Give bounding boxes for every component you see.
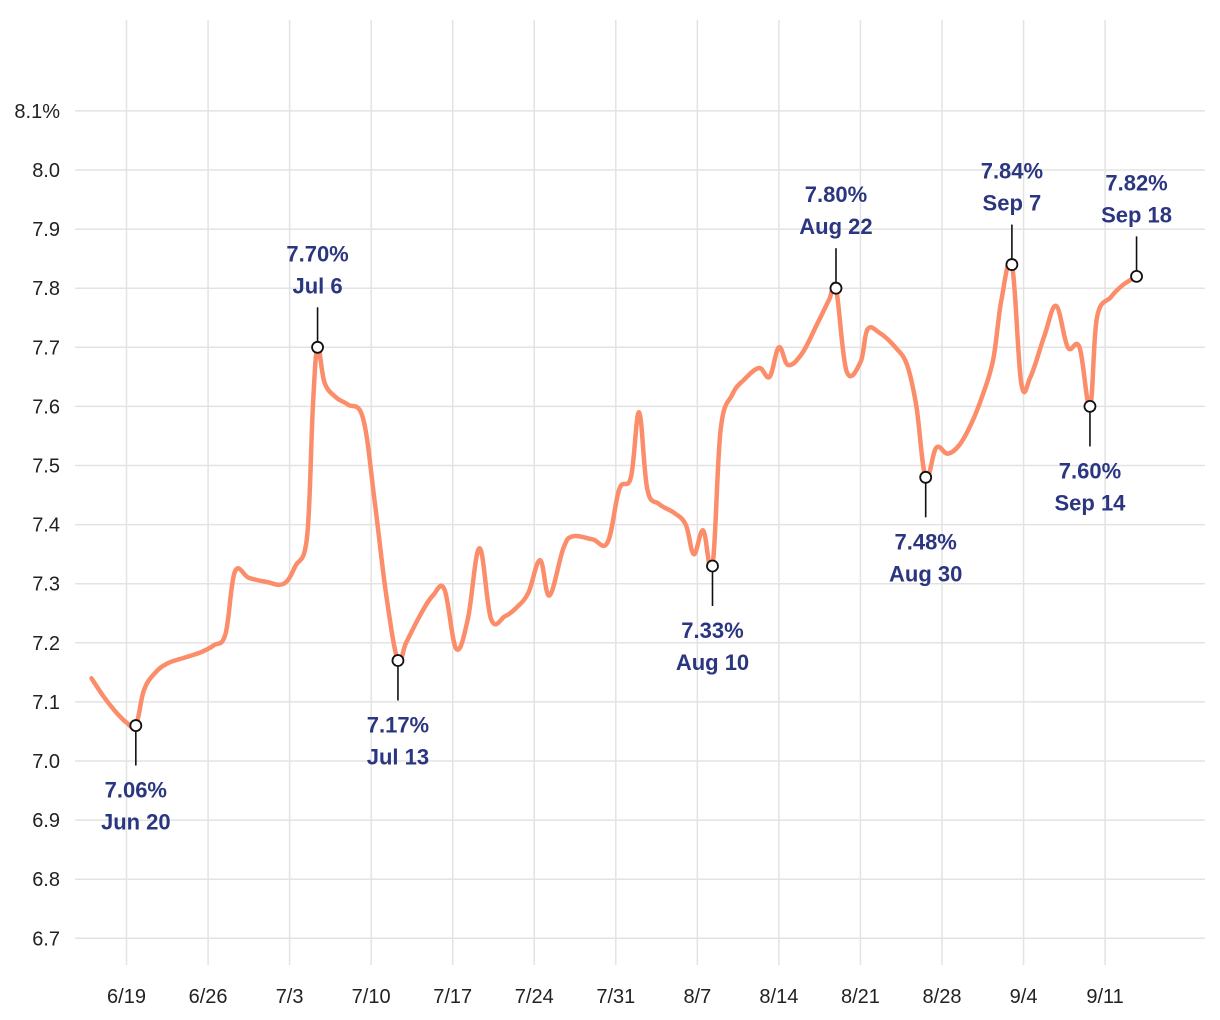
x-tick-label: 7/24: [515, 986, 554, 1008]
annotation-value: 7.84%: [981, 159, 1043, 184]
x-tick-label: 8/21: [841, 986, 880, 1008]
y-tick-label: 7.1: [32, 692, 60, 714]
annotation-marker: [1130, 269, 1143, 283]
annotation-marker: [311, 340, 324, 354]
y-axis-ticks: 8.1% 8.0 7.9 7.8 7.7 7.6 7.5 7.4 7.3 7.2 7.1 7.0 6.9…: [14, 101, 60, 950]
annotation-marker: [919, 470, 933, 484]
y-tick-label: 7.5: [32, 456, 60, 478]
x-tick-label: 9/4: [1010, 986, 1038, 1008]
annotation-date: Sep 7: [983, 191, 1042, 216]
x-tick-label: 6/19: [107, 986, 146, 1008]
y-tick-label: 6.9: [32, 810, 60, 832]
y-tick-label: 7.7: [32, 337, 60, 359]
x-tick-label: 7/17: [433, 986, 472, 1008]
annotation-value: 7.33%: [681, 618, 743, 643]
x-tick-label: 8/14: [759, 986, 798, 1008]
y-tick-label: 7.3: [32, 574, 60, 596]
y-tick-label: 7.9: [32, 219, 60, 241]
annotation-value: 7.82%: [1105, 170, 1167, 195]
x-tick-label: 8/7: [683, 986, 711, 1008]
annotation-date: Jun 20: [101, 810, 171, 835]
annotations: 7.06% Jun 20 7.70% Jul 6 7.17% Jul 13 7.33% Aug…: [101, 159, 1172, 835]
y-tick-label: 7.6: [32, 396, 60, 418]
x-tick-label: 7/10: [352, 986, 391, 1008]
series-layer: [89, 258, 1139, 731]
x-tick-label: 7/3: [276, 986, 304, 1008]
annotation-marker: [1083, 399, 1097, 413]
annotation-value: 7.80%: [805, 182, 867, 207]
y-tick-label: 8.0: [32, 160, 60, 182]
y-tick-label: 6.8: [32, 869, 60, 891]
annotation-value: 7.48%: [894, 529, 956, 554]
annotation-value: 7.60%: [1059, 458, 1121, 483]
gridlines: [75, 20, 1205, 965]
annotation-date: Sep 14: [1054, 490, 1126, 515]
annotation-marker: [829, 281, 843, 295]
y-tick-label: 8.1%: [14, 101, 60, 123]
annotation-date: Jul 13: [367, 745, 429, 770]
y-tick-label: 6.7: [32, 928, 60, 950]
annotation-value: 7.17%: [367, 713, 429, 738]
annotation-value: 7.06%: [105, 778, 167, 803]
y-tick-label: 7.4: [32, 515, 60, 537]
y-tick-label: 7.8: [32, 278, 60, 300]
annotation-date: Aug 30: [889, 561, 962, 586]
annotation-date: Jul 6: [292, 273, 342, 298]
annotation-marker: [129, 719, 143, 732]
annotation-value: 7.70%: [286, 241, 348, 266]
annotation-date: Aug 10: [676, 650, 749, 675]
y-tick-label: 7.2: [32, 633, 60, 655]
annotation-marker: [706, 559, 719, 573]
annotation-date: Aug 22: [799, 214, 872, 239]
x-tick-label: 6/26: [189, 986, 228, 1008]
x-tick-label: 7/31: [596, 986, 635, 1008]
x-tick-label: 8/28: [923, 986, 962, 1008]
annotation-marker: [1005, 258, 1019, 271]
annotation-date: Sep 18: [1101, 202, 1172, 227]
annotation-marker: [391, 654, 405, 667]
x-axis-ticks: 6/19 6/26 7/3 7/10 7/17 7/24 7/31 8/7 8/14 8/21 8/…: [107, 986, 1124, 1008]
y-tick-label: 7.0: [32, 751, 60, 773]
x-tick-label: 9/11: [1086, 986, 1123, 1008]
series-line: [89, 258, 1139, 731]
